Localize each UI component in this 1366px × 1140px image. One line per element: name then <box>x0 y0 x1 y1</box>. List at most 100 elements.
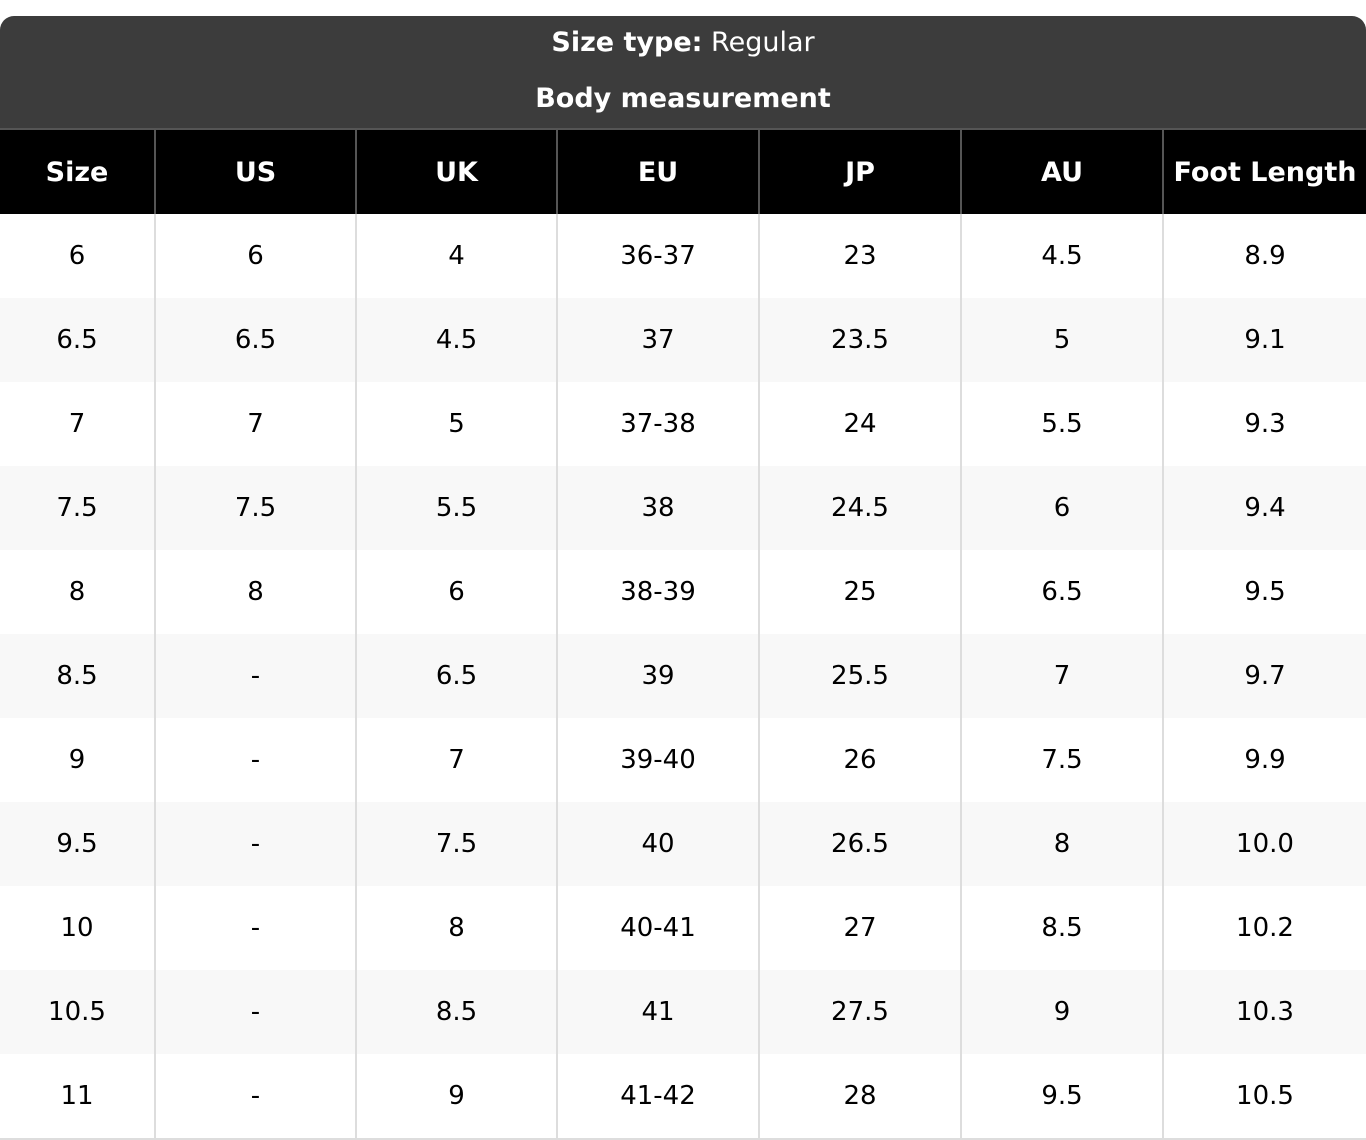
table-cell: 6 <box>154 214 356 298</box>
table-row: 10 -8 40-41 27 8.5 10.2 <box>0 886 1366 970</box>
table-cell: 6 <box>355 550 557 634</box>
table-cell: 9 <box>960 970 1163 1054</box>
table-cell: 41-42 <box>556 1054 759 1140</box>
table-cell: 39 <box>556 634 759 718</box>
table-cell: 41 <box>556 970 759 1054</box>
table-cell: 10.5 <box>0 970 155 1054</box>
table-cell: 6 <box>960 466 1163 550</box>
column-header: US <box>154 130 356 214</box>
table-cell: 6.5 <box>355 634 557 718</box>
table-cell: 9.7 <box>1162 634 1366 718</box>
column-header: EU <box>556 130 759 214</box>
table-cell: 23.5 <box>758 298 961 382</box>
table-cell: 5.5 <box>355 466 557 550</box>
table-cell: 4.5 <box>355 298 557 382</box>
table-cell: 6.5 <box>154 298 356 382</box>
table-cell: 4.5 <box>960 214 1163 298</box>
column-header: AU <box>960 130 1163 214</box>
table-cell: 6.5 <box>960 550 1163 634</box>
table-row: 9 -7 39-40 26 7.5 9.9 <box>0 718 1366 802</box>
table-cell: 8.9 <box>1162 214 1366 298</box>
table-cell: 26.5 <box>758 802 961 886</box>
table-cell: 8 <box>154 550 356 634</box>
table-cell: 9.5 <box>1162 550 1366 634</box>
table-cell: 9.9 <box>1162 718 1366 802</box>
table-cell: 7 <box>154 382 356 466</box>
table-cell: 9.5 <box>0 802 155 886</box>
table-cell: - <box>154 634 356 718</box>
table-cell: 25 <box>758 550 961 634</box>
table-cell: 5.5 <box>960 382 1163 466</box>
table-row: 6.5 6.5 4.5 37 23.5 5 9.1 <box>0 298 1366 382</box>
table-cell: - <box>154 802 356 886</box>
table-cell: 8.5 <box>355 970 557 1054</box>
table-cell: 10.2 <box>1162 886 1366 970</box>
table-cell: 27.5 <box>758 970 961 1054</box>
table-cell: 26 <box>758 718 961 802</box>
table-cell: 8 <box>355 886 557 970</box>
table-cell: 28 <box>758 1054 961 1140</box>
size-table: Size US UK EU JP AU Foot Length 6 6 4 36-37 23 4.5 8… <box>0 130 1366 1140</box>
table-cell: 37-38 <box>556 382 759 466</box>
table-row: 6 6 4 36-37 23 4.5 8.9 <box>0 214 1366 298</box>
table-cell: 36-37 <box>556 214 759 298</box>
table-cell: 4 <box>355 214 557 298</box>
column-header: Foot Length <box>1162 130 1366 214</box>
table-cell: 38 <box>556 466 759 550</box>
table-cell: 9.5 <box>960 1054 1163 1140</box>
table-cell: 5 <box>355 382 557 466</box>
table-cell: 9.4 <box>1162 466 1366 550</box>
table-row: 8 8 6 38-39 25 6.5 9.5 <box>0 550 1366 634</box>
table-row: 7 7 5 37-38 24 5.5 9.3 <box>0 382 1366 466</box>
size-chart: Size type: Regular Body measurement Size… <box>0 16 1366 1140</box>
table-cell: 5 <box>960 298 1163 382</box>
header-row: Size US UK EU JP AU Foot Length <box>0 130 1366 214</box>
table-cell: 10.5 <box>1162 1054 1366 1140</box>
size-type-label: Size type: <box>551 27 703 58</box>
table-cell: 10.3 <box>1162 970 1366 1054</box>
column-header: Size <box>0 130 155 214</box>
table-cell: - <box>154 970 356 1054</box>
table-cell: 7.5 <box>154 466 356 550</box>
table-cell: 7 <box>68 409 86 439</box>
table-cell: 9.3 <box>1162 382 1366 466</box>
table-cell: 6 <box>68 241 86 271</box>
table-cell: 7.5 <box>355 802 557 886</box>
table-cell: 39-40 <box>556 718 759 802</box>
table-cell: 10 <box>60 913 94 943</box>
table-cell: 27 <box>758 886 961 970</box>
table-cell: 11 <box>0 1054 155 1140</box>
table-cell: 9 <box>68 745 86 775</box>
table-cell: 37 <box>556 298 759 382</box>
table-cell: 8 <box>68 577 86 607</box>
table-cell: 7 <box>355 718 557 802</box>
table-row: 9.5-7.5 40 26.5 8 10.0 <box>0 802 1366 886</box>
subtitle: Body measurement <box>535 83 831 114</box>
table-row: 11-9 41-42 28 9.5 10.5 <box>0 1054 1366 1140</box>
table-cell: 9 <box>355 1054 557 1140</box>
table-cell: 25.5 <box>758 634 961 718</box>
table-row: 8.5-6.5 39 25.5 7 9.7 <box>0 634 1366 718</box>
table-cell: 38-39 <box>556 550 759 634</box>
table-row: 10.5-8.5 41 27.5 9 10.3 <box>0 970 1366 1054</box>
table-cell: 23 <box>758 214 961 298</box>
table-cell: 8.5 <box>0 634 155 718</box>
table-cell: - <box>154 886 356 970</box>
table-cell: 7.5 <box>960 718 1163 802</box>
table-cell: 40 <box>556 802 759 886</box>
table-cell: 9.1 <box>1162 298 1366 382</box>
table-cell: 7.5 <box>0 466 155 550</box>
table-cell: - <box>154 1054 356 1140</box>
size-type-value: Regular <box>711 27 815 58</box>
size-type: Size type: Regular <box>0 26 1366 60</box>
table-cell: 24.5 <box>758 466 961 550</box>
table-cell: 6.5 <box>0 298 155 382</box>
table-cell: 40-41 <box>556 886 759 970</box>
table-row: 7.5 7.5 5.5 38 24.5 6 9.4 <box>0 466 1366 550</box>
table-cell: 7 <box>960 634 1163 718</box>
table-cell: 24 <box>758 382 961 466</box>
column-header: UK <box>355 130 557 214</box>
table-cell: 8 <box>960 802 1163 886</box>
column-header: JP <box>758 130 961 214</box>
